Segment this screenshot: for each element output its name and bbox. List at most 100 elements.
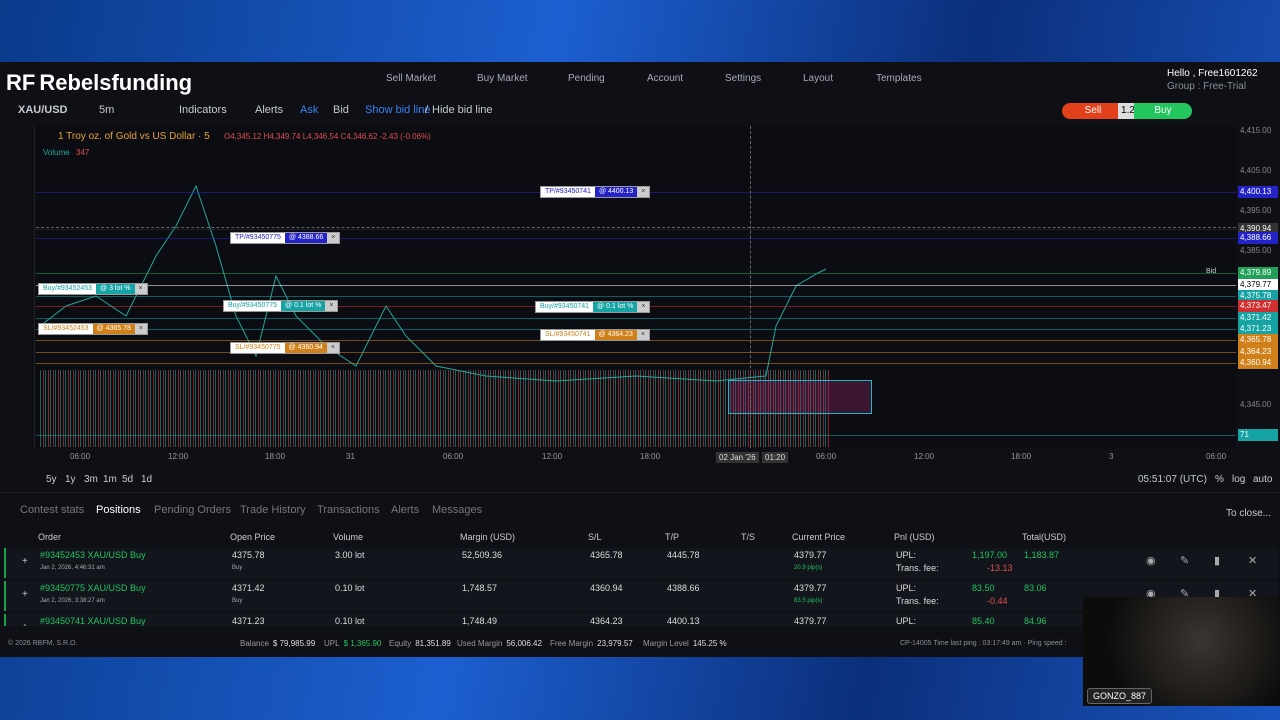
timeframe[interactable]: 1y xyxy=(65,474,76,485)
price-badge: 4,371.42 xyxy=(1238,312,1278,324)
status-item: Used Margin 56,006.42 xyxy=(457,639,542,648)
menu-item[interactable]: Settings xyxy=(725,73,762,84)
tab[interactable]: Alerts xyxy=(391,504,420,516)
order-tag[interactable]: SL/#93450775 @ 4360.94 × xyxy=(230,342,340,354)
timeframe[interactable]: 3m xyxy=(84,474,98,485)
status-value: 81,351.89 xyxy=(415,639,451,648)
order-close[interactable]: × xyxy=(637,187,650,197)
timeframe[interactable]: 1d xyxy=(141,474,153,485)
order-close[interactable]: × xyxy=(134,284,147,294)
price-badge: 4,400.13 xyxy=(1238,186,1278,198)
row-chart[interactable]: ▮ xyxy=(1214,588,1221,600)
tab[interactable]: Positions xyxy=(96,504,141,516)
order-tag[interactable]: TP/#93450741 @ 4400.13 × xyxy=(540,186,651,198)
row-edit[interactable]: ✎ xyxy=(1180,588,1190,600)
order-label: Buy/#93452453 xyxy=(39,284,97,294)
tab[interactable]: Contest stats xyxy=(20,504,85,516)
status-item: Balance $ 79,985.99 xyxy=(240,639,315,648)
bid-button[interactable]: Bid xyxy=(333,104,349,116)
drawing-toolbar xyxy=(0,126,35,448)
clock: 05:51:07 (UTC) xyxy=(1138,474,1207,485)
cell-tp: 4400.13 xyxy=(667,616,700,626)
buy-button[interactable]: Buy xyxy=(1134,103,1192,119)
cell-open: 4371.42 xyxy=(232,583,265,593)
cell-time: Jan 2, 2026, 4:46:31 am xyxy=(40,565,105,571)
order-close[interactable]: × xyxy=(325,301,338,311)
chart-title: 1 Troy oz. of Gold vs US Dollar · 5 xyxy=(58,131,210,142)
menu-item[interactable]: Pending xyxy=(568,73,605,84)
row-chart[interactable]: ▮ xyxy=(1214,555,1221,567)
order-tag[interactable]: Buy/#93450775 @ 0.1 lot % × xyxy=(223,300,339,312)
timeframe[interactable]: 5d xyxy=(122,474,134,485)
order-tag[interactable]: Buy/#93450741 @ 0.1 lot % × xyxy=(535,301,651,313)
order-tag[interactable]: TP/#93450775 @ 4388.66 × xyxy=(230,232,341,244)
timeframe[interactable]: 5y xyxy=(46,474,57,485)
timeframe[interactable]: 1m xyxy=(103,474,117,485)
tab[interactable]: Trade History xyxy=(240,504,306,516)
menu-item[interactable]: Layout xyxy=(803,73,834,84)
show-bid[interactable]: Show bid line xyxy=(365,104,431,116)
order-value: @ 4364.23 xyxy=(594,330,637,340)
tab[interactable]: Transactions xyxy=(317,504,380,516)
order-tag[interactable]: SL/#93450741 @ 4364.23 × xyxy=(540,329,650,341)
price-badge: 4,373.47 xyxy=(1238,300,1278,312)
menu-item[interactable]: Sell Market xyxy=(386,73,437,84)
separator: / xyxy=(425,104,429,116)
logo[interactable]: RF Rebelsfunding xyxy=(6,70,193,95)
symbol[interactable]: XAU/USD xyxy=(18,104,68,116)
time-label: 06:00 xyxy=(816,452,837,461)
price-line xyxy=(36,318,1236,319)
cell-volume: 0.10 lot xyxy=(335,583,365,593)
status-item: UPL $ 1,365.90 xyxy=(324,639,381,648)
expand[interactable]: + xyxy=(22,556,28,567)
logo-text: Rebelsfunding xyxy=(39,70,193,95)
alerts-button[interactable]: Alerts xyxy=(255,104,284,116)
order-label: SL/#93452453 xyxy=(39,324,93,334)
tab[interactable]: Pending Orders xyxy=(154,504,232,516)
status-label: Margin Level xyxy=(643,639,689,648)
chart-option[interactable]: log xyxy=(1232,474,1246,485)
hide-bid[interactable]: Hide bid line xyxy=(432,104,493,116)
sell-button[interactable]: Sell xyxy=(1062,103,1124,119)
order-value: @ 4365.78 xyxy=(92,324,135,334)
order-tag[interactable]: Buy/#93452453 @ 3 lot % × xyxy=(38,283,148,295)
chart-option[interactable]: auto xyxy=(1253,474,1273,485)
row-edit[interactable]: ✎ xyxy=(1180,555,1190,567)
cell-fee: -0.44 xyxy=(987,596,1008,606)
row-view[interactable]: ◉ xyxy=(1146,588,1156,600)
volume-value: 347 xyxy=(76,148,90,157)
menu-item[interactable]: Templates xyxy=(876,73,922,84)
status-item: Equity 81,351.89 xyxy=(389,639,451,648)
order-tag[interactable]: SL/#93452453 @ 4365.78 × xyxy=(38,323,148,335)
cell-margin: 1,748.49 xyxy=(462,616,498,626)
tab[interactable]: Messages xyxy=(432,504,483,516)
order-close[interactable]: × xyxy=(637,302,650,312)
close-link[interactable]: To close... xyxy=(1226,508,1272,519)
order-close[interactable]: × xyxy=(327,233,340,243)
interval[interactable]: 5m xyxy=(99,104,115,116)
menu-item[interactable]: Buy Market xyxy=(477,73,528,84)
price-badge: 4,375.78 xyxy=(1238,290,1278,302)
row-close[interactable]: ✕ xyxy=(1248,588,1258,600)
price-label: 4,405.00 xyxy=(1240,166,1272,175)
ask-button[interactable]: Ask xyxy=(300,104,319,116)
order-close[interactable]: × xyxy=(326,343,339,353)
order-close[interactable]: × xyxy=(134,324,147,334)
row-view[interactable]: ◉ xyxy=(1146,555,1156,567)
status-value: $ 1,365.90 xyxy=(343,639,382,648)
webcam-name: GONZO_887 xyxy=(1087,688,1153,704)
expand[interactable]: + xyxy=(22,589,28,600)
chart-option[interactable]: % xyxy=(1215,474,1224,485)
cell-upl: 1,197.00 xyxy=(972,550,1008,560)
order-value: @ 4388.66 xyxy=(284,233,328,243)
price-badge: 4,388.66 xyxy=(1238,232,1278,244)
cell-margin: 52,509.36 xyxy=(462,550,503,560)
menu-item[interactable]: Account xyxy=(647,73,684,84)
time-label: 18:00 xyxy=(640,452,661,461)
order-close[interactable]: × xyxy=(636,330,649,340)
lot-input[interactable]: 1.2 xyxy=(1118,103,1138,119)
indicators-button[interactable]: Indicators xyxy=(179,104,227,116)
expand[interactable]: + xyxy=(22,622,28,626)
row-close[interactable]: ✕ xyxy=(1248,555,1258,567)
price-label: 4,345.00 xyxy=(1240,400,1272,409)
